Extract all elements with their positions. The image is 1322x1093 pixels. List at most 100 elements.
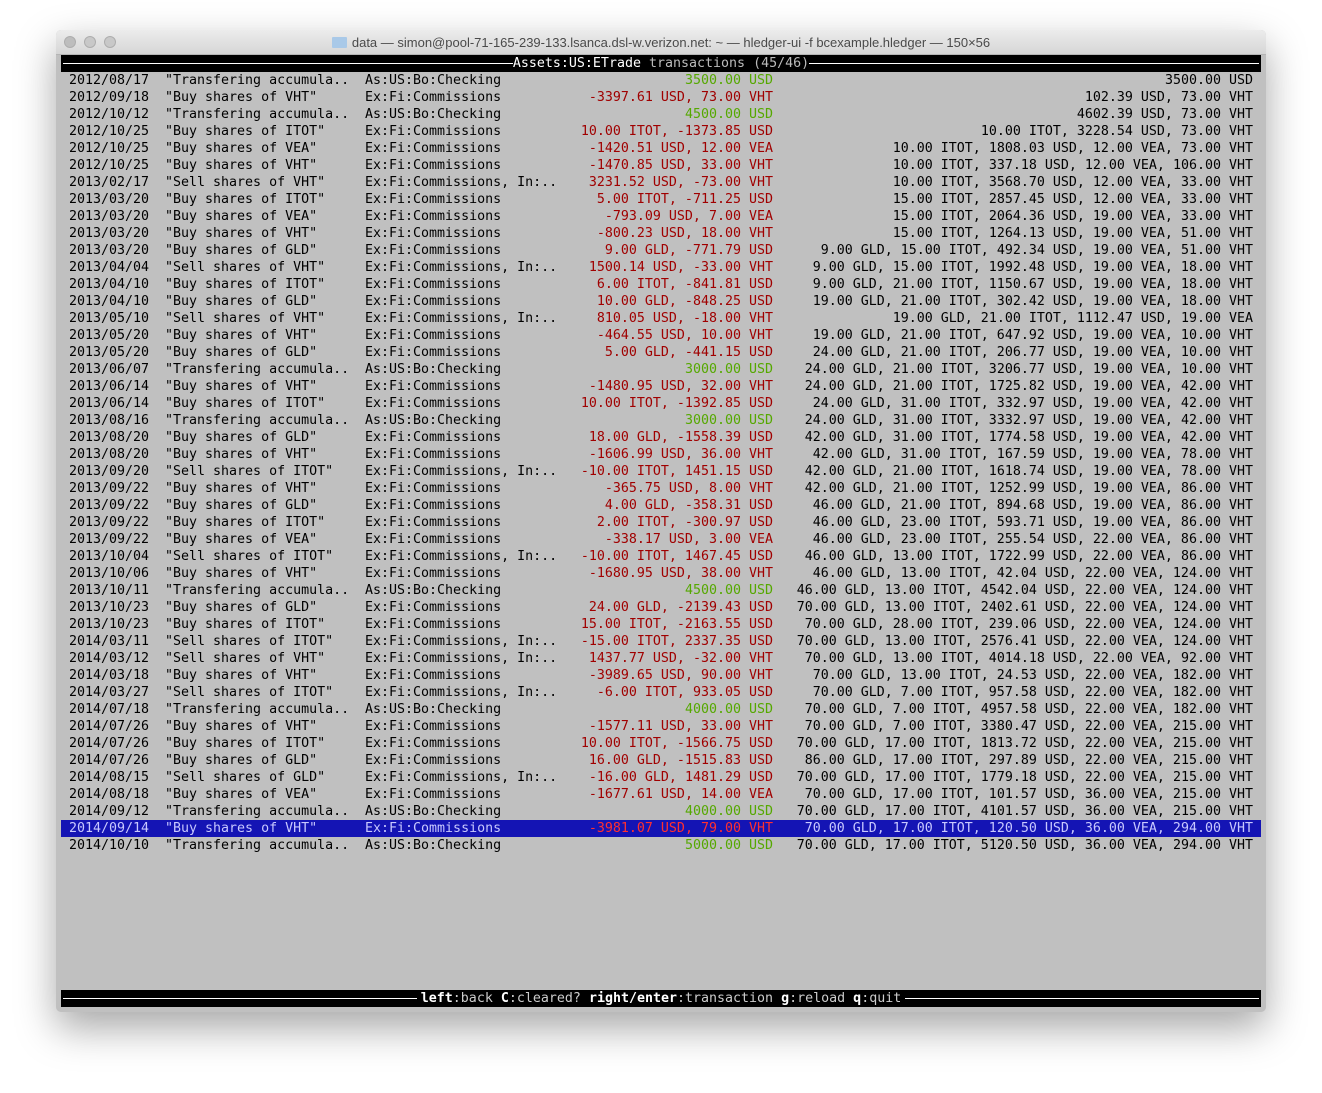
transaction-row[interactable]: 2012/10/25 "Buy shares of VHT" Ex:Fi:Commi… [61,157,1261,174]
other-accounts: Ex:Fi:Commissions [365,447,502,462]
description: "Buy shares of VEA" [165,532,318,547]
date: 2013/02/17 [69,175,150,190]
date: 2014/10/10 [69,838,150,853]
date: 2012/08/17 [69,73,150,88]
header-position: (45/46) [753,56,810,71]
transaction-row[interactable]: 2013/03/20 "Buy shares of VEA" Ex:Fi:Commi… [61,208,1261,225]
transaction-row-selected[interactable]: 2014/09/14 "Buy shares of VHT" Ex:Fi:Commi… [61,820,1261,837]
date: 2013/05/20 [69,328,150,343]
zoom-button[interactable] [104,36,116,48]
transaction-row[interactable]: 2014/08/15 "Sell shares of GLD" Ex:Fi:Comm… [61,769,1261,786]
balance: 24.00 GLD, 21.00 ITOT, 3206.77 USD, 19.0… [804,362,1253,377]
transaction-row[interactable]: 2013/09/22 "Buy shares of ITOT" Ex:Fi:Comm… [61,514,1261,531]
description: "Buy shares of VHT" [165,481,318,496]
other-accounts: Ex:Fi:Commissions [365,617,502,632]
change: 4.00 GLD, -358.31 USD [604,498,773,513]
hint-action: :cleared? [508,991,581,1006]
date: 2014/09/14 [69,821,150,836]
change: 18.00 GLD, -1558.39 USD [588,430,773,445]
change: 4000.00 USD [684,804,773,819]
transaction-row[interactable]: 2013/10/11 "Transfering accumula.. As:US:B… [61,582,1261,599]
transaction-row[interactable]: 2013/06/07 "Transfering accumula.. As:US:B… [61,361,1261,378]
transaction-row[interactable]: 2013/09/22 "Buy shares of VEA" Ex:Fi:Commi… [61,531,1261,548]
description: "Transfering accumula.. [165,583,350,598]
description: "Buy shares of VHT" [165,158,318,173]
transaction-row[interactable]: 2014/08/18 "Buy shares of VEA" Ex:Fi:Commi… [61,786,1261,803]
balance: 19.00 GLD, 21.00 ITOT, 1112.47 USD, 19.0… [892,311,1253,326]
other-accounts: Ex:Fi:Commissions [365,124,502,139]
date: 2013/09/22 [69,515,150,530]
transaction-row[interactable]: 2014/07/26 "Buy shares of GLD" Ex:Fi:Commi… [61,752,1261,769]
change: 15.00 ITOT, -2163.55 USD [580,617,773,632]
other-accounts: Ex:Fi:Commissions [365,158,502,173]
other-accounts: Ex:Fi:Commissions [365,498,502,513]
close-button[interactable] [64,36,76,48]
transaction-row[interactable]: 2013/10/23 "Buy shares of ITOT" Ex:Fi:Comm… [61,616,1261,633]
date: 2012/10/25 [69,158,150,173]
description: "Sell shares of VHT" [165,175,326,190]
balance: 70.00 GLD, 7.00 ITOT, 957.58 USD, 22.00 … [812,685,1253,700]
transaction-row[interactable]: 2014/03/27 "Sell shares of ITOT" Ex:Fi:Com… [61,684,1261,701]
balance: 10.00 ITOT, 3568.70 USD, 12.00 VEA, 33.0… [892,175,1253,190]
transaction-row[interactable]: 2012/10/25 "Buy shares of VEA" Ex:Fi:Commi… [61,140,1261,157]
transaction-row[interactable]: 2013/10/06 "Buy shares of VHT" Ex:Fi:Commi… [61,565,1261,582]
balance: 46.00 GLD, 13.00 ITOT, 42.04 USD, 22.00 … [812,566,1253,581]
transaction-row[interactable]: 2014/10/10 "Transfering accumula.. As:US:B… [61,837,1261,854]
transaction-row[interactable]: 2013/03/20 "Buy shares of GLD" Ex:Fi:Commi… [61,242,1261,259]
hint-key: C [500,991,509,1006]
transaction-row[interactable]: 2013/04/04 "Sell shares of VHT" Ex:Fi:Comm… [61,259,1261,276]
transaction-row[interactable]: 2013/09/22 "Buy shares of VHT" Ex:Fi:Commi… [61,480,1261,497]
transaction-row[interactable]: 2013/05/20 "Buy shares of GLD" Ex:Fi:Commi… [61,344,1261,361]
date: 2013/05/20 [69,345,150,360]
date: 2014/07/26 [69,736,150,751]
transaction-row[interactable]: 2014/07/26 "Buy shares of ITOT" Ex:Fi:Comm… [61,735,1261,752]
transaction-row[interactable]: 2012/10/12 "Transfering accumula.. As:US:B… [61,106,1261,123]
change: 3000.00 USD [684,362,773,377]
date: 2013/04/10 [69,294,150,309]
transaction-row[interactable]: 2013/08/20 "Buy shares of VHT" Ex:Fi:Commi… [61,446,1261,463]
transaction-row[interactable]: 2013/05/20 "Buy shares of VHT" Ex:Fi:Commi… [61,327,1261,344]
transaction-row[interactable]: 2012/08/17 "Transfering accumula.. As:US:B… [61,72,1261,89]
description: "Sell shares of ITOT" [165,634,334,649]
balance: 70.00 GLD, 17.00 ITOT, 120.50 USD, 36.00… [804,821,1253,836]
date: 2013/10/04 [69,549,150,564]
transaction-row[interactable]: 2013/03/20 "Buy shares of VHT" Ex:Fi:Commi… [61,225,1261,242]
balance: 42.00 GLD, 31.00 ITOT, 167.59 USD, 19.00… [812,447,1253,462]
transaction-row[interactable]: 2013/04/10 "Buy shares of ITOT" Ex:Fi:Comm… [61,276,1261,293]
transaction-row[interactable]: 2014/07/18 "Transfering accumula.. As:US:B… [61,701,1261,718]
transaction-row[interactable]: 2013/10/23 "Buy shares of GLD" Ex:Fi:Commi… [61,599,1261,616]
terminal-screen[interactable]: Assets:US:ETrade transactions (45/46) 20… [61,55,1261,1010]
hint-action: :back [452,991,493,1006]
transaction-row[interactable]: 2014/03/12 "Sell shares of VHT" Ex:Fi:Comm… [61,650,1261,667]
transaction-row[interactable]: 2013/06/14 "Buy shares of VHT" Ex:Fi:Commi… [61,378,1261,395]
transaction-row[interactable]: 2013/05/10 "Sell shares of VHT" Ex:Fi:Comm… [61,310,1261,327]
transaction-row[interactable]: 2013/06/14 "Buy shares of ITOT" Ex:Fi:Comm… [61,395,1261,412]
change: -365.75 USD, 8.00 VHT [604,481,773,496]
other-accounts: Ex:Fi:Commissions [365,719,502,734]
description: "Buy shares of GLD" [165,345,318,360]
other-accounts: Ex:Fi:Commissions [365,668,502,683]
date: 2014/03/12 [69,651,150,666]
change: 1437.77 USD, -32.00 VHT [588,651,773,666]
transaction-row[interactable]: 2012/09/18 "Buy shares of VHT" Ex:Fi:Commi… [61,89,1261,106]
transaction-row[interactable]: 2013/03/20 "Buy shares of ITOT" Ex:Fi:Comm… [61,191,1261,208]
change: -1420.51 USD, 12.00 VEA [588,141,773,156]
other-accounts: Ex:Fi:Commissions [365,141,502,156]
transaction-row[interactable]: 2013/08/20 "Buy shares of GLD" Ex:Fi:Commi… [61,429,1261,446]
description: "Transfering accumula.. [165,413,350,428]
transaction-row[interactable]: 2013/09/22 "Buy shares of GLD" Ex:Fi:Commi… [61,497,1261,514]
transaction-row[interactable]: 2014/03/11 "Sell shares of ITOT" Ex:Fi:Com… [61,633,1261,650]
transaction-row[interactable]: 2013/08/16 "Transfering accumula.. As:US:B… [61,412,1261,429]
transaction-row[interactable]: 2014/03/18 "Buy shares of VHT" Ex:Fi:Commi… [61,667,1261,684]
transaction-row[interactable]: 2012/10/25 "Buy shares of ITOT" Ex:Fi:Comm… [61,123,1261,140]
transaction-row[interactable]: 2013/02/17 "Sell shares of VHT" Ex:Fi:Comm… [61,174,1261,191]
transaction-row[interactable]: 2013/09/20 "Sell shares of ITOT" Ex:Fi:Com… [61,463,1261,480]
transaction-row[interactable]: 2014/07/26 "Buy shares of VHT" Ex:Fi:Commi… [61,718,1261,735]
transaction-row[interactable]: 2013/10/04 "Sell shares of ITOT" Ex:Fi:Com… [61,548,1261,565]
minimize-button[interactable] [84,36,96,48]
transaction-row[interactable]: 2014/09/12 "Transfering accumula.. As:US:B… [61,803,1261,820]
transaction-row[interactable]: 2013/04/10 "Buy shares of GLD" Ex:Fi:Commi… [61,293,1261,310]
date: 2013/08/20 [69,430,150,445]
balance: 70.00 GLD, 17.00 ITOT, 4101.57 USD, 36.0… [796,804,1253,819]
other-accounts: As:US:Bo:Checking [365,73,502,88]
